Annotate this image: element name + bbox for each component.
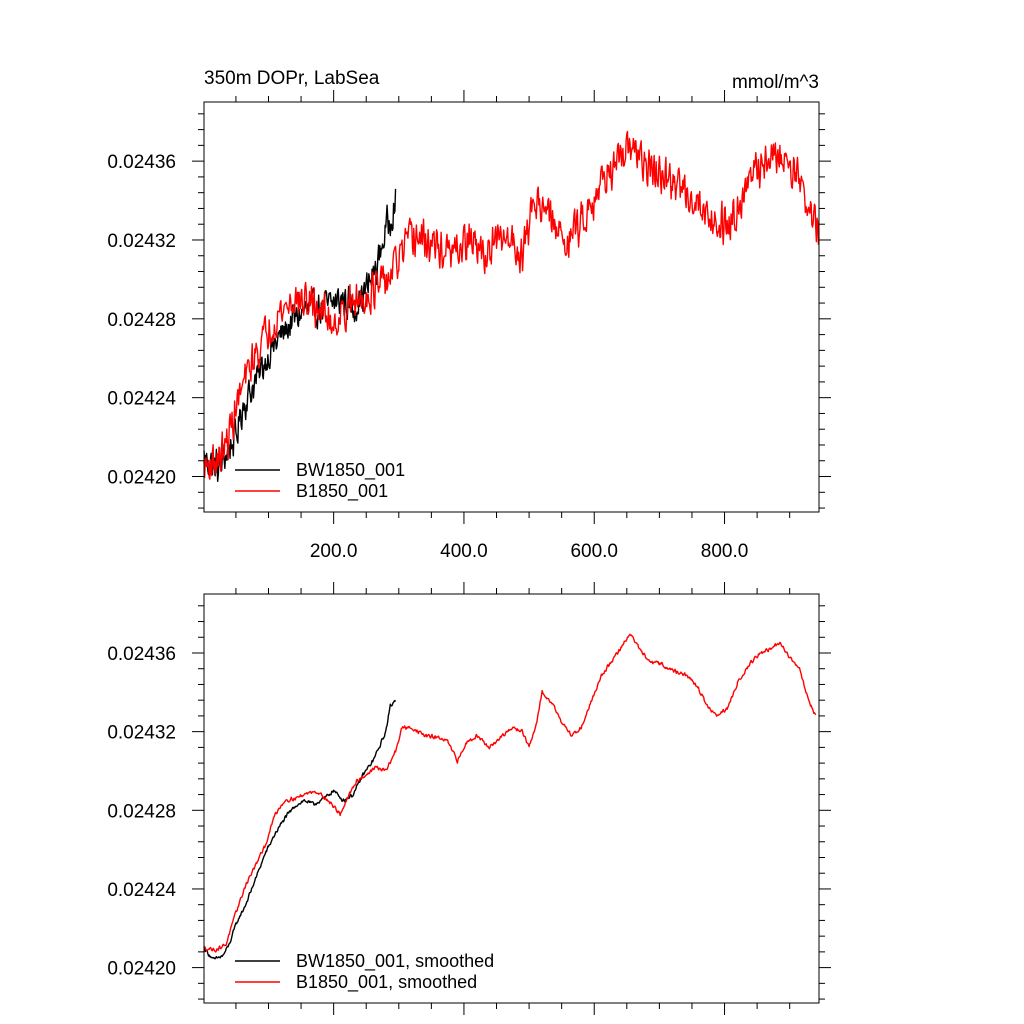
y-tick-label: 0.02424 — [107, 389, 176, 410]
series-line-bw1850-001 — [203, 188, 397, 483]
top-panel-legend: BW1850_001 B1850_001 — [235, 460, 405, 502]
top-panel-ticks: 0.02420 0.02424 0.02428 0.02432 0.02436 200.0… — [107, 90, 831, 562]
x-tick-label: 600.0 — [570, 541, 618, 562]
top-panel: 350m DOPr, LabSea mmol/m^3 0.024200.0242… — [107, 68, 831, 562]
top-panel-units: mmol/m^3 — [732, 72, 819, 93]
y-tick-label: 0.02432 — [107, 231, 176, 252]
y-tick-label: 0.02420 — [107, 959, 176, 980]
y-tick-label: 0.02432 — [107, 723, 176, 744]
y-tick-label: 0.02424 — [107, 880, 176, 901]
y-tick-label: 0.02436 — [107, 644, 176, 665]
x-tick-label: 200.0 — [310, 541, 358, 562]
legend-label-b1850-smoothed: B1850_001, smoothed — [296, 972, 477, 993]
y-tick-label: 0.02428 — [107, 801, 176, 822]
bottom-panel: 0.02420 0.02424 0.02428 0.02432 0.02436 BW18… — [107, 582, 831, 1015]
top-panel-frame — [203, 101, 820, 513]
bottom-panel-legend: BW1850_001, smoothed B1850_001, smoothed — [235, 951, 494, 993]
y-tick-label: 0.02428 — [107, 310, 176, 331]
legend-label-bw1850-smoothed: BW1850_001, smoothed — [296, 951, 494, 972]
top-panel-series — [203, 130, 820, 483]
y-tick-label: 0.02420 — [107, 468, 176, 489]
x-tick-label: 400.0 — [440, 541, 488, 562]
top-panel-title: 350m DOPr, LabSea — [204, 68, 380, 89]
bottom-panel-ticks: 0.02420 0.02424 0.02428 0.02432 0.02436 — [107, 582, 831, 1015]
series-line-b1850-001-smoothed — [203, 633, 817, 953]
series-line-bw1850-001-smoothed — [203, 699, 397, 960]
legend-label-b1850: B1850_001 — [296, 481, 388, 502]
y-tick-label: 0.02436 — [107, 152, 176, 173]
bottom-panel-frame — [203, 593, 820, 1004]
bottom-panel-series — [203, 633, 817, 960]
series-line-b1850-001 — [203, 130, 820, 480]
x-tick-label: 800.0 — [701, 541, 749, 562]
legend-label-bw1850: BW1850_001 — [296, 460, 405, 481]
